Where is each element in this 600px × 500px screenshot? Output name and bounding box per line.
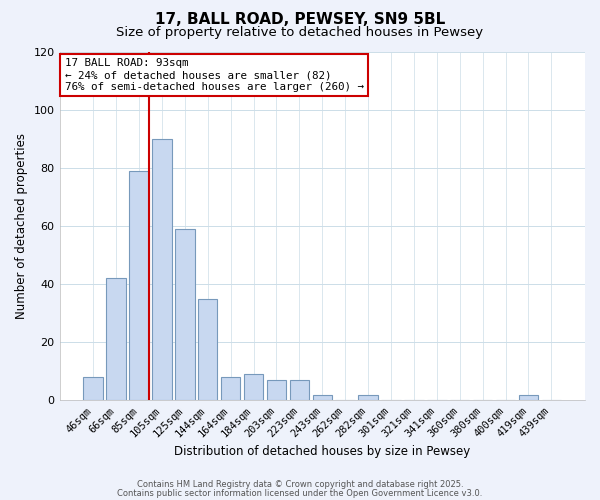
- Bar: [290, 380, 309, 400]
- Bar: [267, 380, 286, 400]
- Bar: [152, 138, 172, 400]
- X-axis label: Distribution of detached houses by size in Pewsey: Distribution of detached houses by size …: [174, 444, 470, 458]
- Bar: [221, 377, 241, 400]
- Bar: [129, 170, 149, 400]
- Text: Contains public sector information licensed under the Open Government Licence v3: Contains public sector information licen…: [118, 488, 482, 498]
- Bar: [106, 278, 126, 400]
- Bar: [519, 394, 538, 400]
- Bar: [358, 394, 378, 400]
- Text: 17, BALL ROAD, PEWSEY, SN9 5BL: 17, BALL ROAD, PEWSEY, SN9 5BL: [155, 12, 445, 28]
- Bar: [83, 377, 103, 400]
- Text: 17 BALL ROAD: 93sqm
← 24% of detached houses are smaller (82)
76% of semi-detach: 17 BALL ROAD: 93sqm ← 24% of detached ho…: [65, 58, 364, 92]
- Y-axis label: Number of detached properties: Number of detached properties: [15, 133, 28, 319]
- Text: Contains HM Land Registry data © Crown copyright and database right 2025.: Contains HM Land Registry data © Crown c…: [137, 480, 463, 489]
- Text: Size of property relative to detached houses in Pewsey: Size of property relative to detached ho…: [116, 26, 484, 39]
- Bar: [244, 374, 263, 400]
- Bar: [313, 394, 332, 400]
- Bar: [198, 298, 217, 400]
- Bar: [175, 229, 194, 400]
